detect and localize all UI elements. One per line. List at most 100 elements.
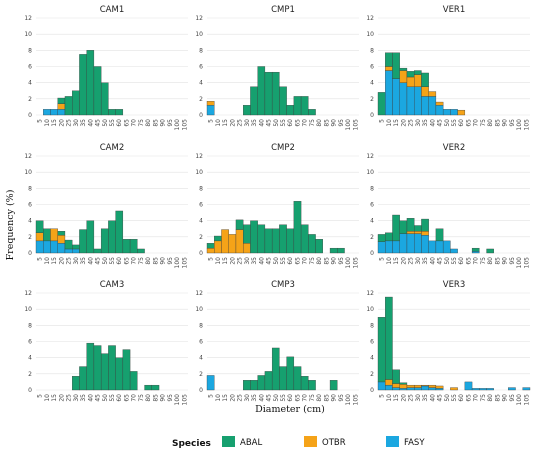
x-tick-label: 95 <box>167 257 174 265</box>
x-tick-label: 105 <box>352 394 359 406</box>
x-tick-label: 40 <box>87 119 94 127</box>
x-tick-label: 90 <box>331 394 338 402</box>
bar-fasy-5 <box>35 240 44 254</box>
bar-abal-50 <box>100 353 109 391</box>
x-tick-label: 60 <box>458 394 465 402</box>
bar-otbr-30 <box>414 384 422 388</box>
bar-abal-55 <box>108 109 116 116</box>
bar-fasy-40 <box>428 240 437 254</box>
bar-otbr-30 <box>414 74 422 87</box>
x-tick-label: 35 <box>422 394 429 402</box>
x-tick-label: 85 <box>152 119 159 127</box>
bar-abal-70 <box>129 371 138 391</box>
x-tick-label: 50 <box>102 394 109 402</box>
bar-otbr-30 <box>414 231 422 234</box>
x-tick-label: 70 <box>131 119 138 127</box>
x-tick-label: 25 <box>66 394 73 402</box>
bar-fasy-45 <box>435 105 444 116</box>
bar-abal-80 <box>486 248 494 254</box>
bar-fasy-25 <box>406 387 415 391</box>
x-tick-label: 105 <box>523 119 530 131</box>
bar-abal-75 <box>308 380 316 391</box>
y-tick-label: 2 <box>28 234 32 241</box>
x-tick-label: 100 <box>345 119 352 131</box>
x-tick-label: 75 <box>309 119 316 127</box>
x-tick-label: 10 <box>215 394 222 402</box>
bar-abal-25 <box>406 71 415 78</box>
bar-abal-5 <box>377 317 386 383</box>
bar-abal-45 <box>264 228 273 254</box>
bar-otbr-20 <box>57 103 66 110</box>
panel-title: CAM3 <box>100 280 125 290</box>
legend-label-abal: ABAL <box>240 438 262 448</box>
bar-abal-90 <box>329 247 338 254</box>
x-tick-label: 30 <box>244 119 251 127</box>
x-tick-label: 10 <box>44 394 51 402</box>
x-tick-label: 95 <box>338 394 345 402</box>
bar-abal-30 <box>72 376 80 391</box>
x-tick-label: 45 <box>266 394 273 402</box>
panel-title: VER2 <box>443 143 466 153</box>
y-tick-label: 10 <box>366 306 374 313</box>
bar-abal-35 <box>421 72 429 87</box>
x-tick-label: 35 <box>251 257 258 265</box>
bar-abal-55 <box>279 86 287 116</box>
y-tick-label: 0 <box>370 250 374 257</box>
bar-abal-35 <box>421 218 429 232</box>
y-tick-label: 8 <box>199 47 203 54</box>
bar-fasy-5 <box>377 381 386 391</box>
bar-abal-50 <box>100 228 109 254</box>
x-tick-label: 30 <box>73 257 80 265</box>
x-tick-label: 35 <box>251 394 258 402</box>
bar-otbr-25 <box>235 229 244 254</box>
x-tick-label: 15 <box>393 119 400 127</box>
bar-fasy-5 <box>206 375 215 391</box>
bar-fasy-30 <box>72 248 80 254</box>
x-tick-label: 100 <box>345 394 352 406</box>
x-tick-label: 70 <box>302 119 309 127</box>
x-tick-label: 5 <box>208 119 215 123</box>
bar-abal-25 <box>64 96 73 116</box>
bar-fasy-10 <box>385 70 393 116</box>
bar-abal-55 <box>279 366 287 391</box>
x-tick-label: 15 <box>222 119 229 127</box>
x-tick-label: 45 <box>95 119 102 127</box>
x-tick-label: 30 <box>244 257 251 265</box>
y-tick-label: 10 <box>195 306 203 313</box>
x-tick-label: 5 <box>37 257 44 261</box>
x-tick-label: 20 <box>400 257 407 265</box>
y-tick-label: 0 <box>28 250 32 257</box>
y-axis-label: Frequency (%) <box>5 190 16 261</box>
y-tick-label: 0 <box>199 387 203 394</box>
y-tick-label: 10 <box>195 31 203 38</box>
legend: Species ABAL OTBR FASY <box>172 436 425 449</box>
x-tick-label: 75 <box>309 394 316 402</box>
x-tick-label: 15 <box>393 394 400 402</box>
bar-abal-60 <box>115 210 124 254</box>
y-tick-label: 6 <box>370 202 374 209</box>
bar-abal-15 <box>392 214 400 242</box>
bar-otbr-25 <box>406 384 415 388</box>
x-tick-label: 5 <box>37 119 44 123</box>
y-tick-label: 8 <box>370 322 374 329</box>
bar-abal-30 <box>243 224 251 244</box>
y-tick-label: 4 <box>199 80 203 87</box>
x-tick-label: 90 <box>502 394 509 402</box>
x-tick-label: 20 <box>58 257 65 265</box>
x-tick-label: 30 <box>73 119 80 127</box>
y-tick-label: 0 <box>28 387 32 394</box>
bar-abal-35 <box>250 220 258 254</box>
x-tick-label: 50 <box>444 394 451 402</box>
x-tick-label: 50 <box>273 394 280 402</box>
bar-abal-50 <box>271 228 280 254</box>
bar-otbr-20 <box>228 234 237 254</box>
x-tick-label: 95 <box>509 119 516 127</box>
x-tick-label: 95 <box>509 394 516 402</box>
x-tick-label: 60 <box>458 257 465 265</box>
bar-abal-30 <box>72 244 80 250</box>
legend-swatch-fasy <box>386 436 399 447</box>
y-tick-label: 4 <box>28 218 32 225</box>
bar-abal-15 <box>392 52 400 79</box>
